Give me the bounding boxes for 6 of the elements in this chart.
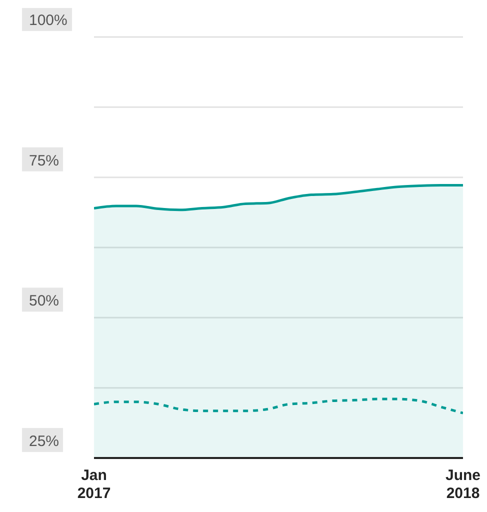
x-tick-label: June 2018 — [445, 467, 481, 502]
y-tick-label: 50% — [29, 292, 60, 310]
y-tick-label: 75% — [29, 152, 60, 170]
y-tick-label: 100% — [29, 12, 68, 29]
x-tick-label: Jan 2017 — [77, 467, 111, 502]
y-tick-label: 25% — [29, 433, 60, 450]
